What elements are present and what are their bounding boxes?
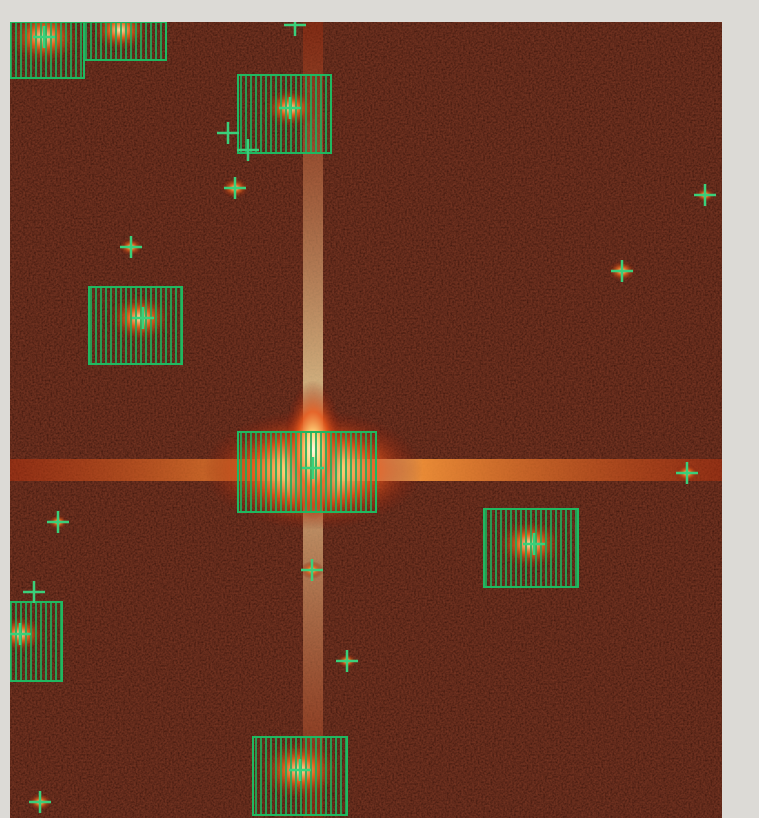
detection-box-fill [89,287,182,364]
detection-box-fill [238,75,331,153]
image-area [0,7,722,818]
page: Star field {} html, body { margin: 0; pa… [0,0,759,818]
detection-box-fill [484,509,578,587]
detection-box-fill [10,602,62,681]
detection-box-fill [84,22,166,60]
page-body: (() => { const svg = document.getElement… [0,0,759,818]
detection-box-fill [10,22,84,78]
star-field-image [0,0,759,818]
detection-box-fill [238,432,376,512]
